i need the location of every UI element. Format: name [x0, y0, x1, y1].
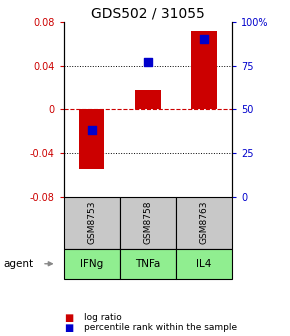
Text: ■: ■ — [64, 323, 73, 333]
Text: agent: agent — [3, 259, 33, 269]
Point — [202, 37, 206, 42]
Text: GSM8758: GSM8758 — [143, 201, 153, 244]
Text: TNFa: TNFa — [135, 259, 161, 269]
Text: IFNg: IFNg — [80, 259, 104, 269]
Text: GSM8753: GSM8753 — [87, 201, 96, 244]
Text: percentile rank within the sample: percentile rank within the sample — [84, 323, 237, 332]
Bar — [79, 109, 104, 169]
Text: IL4: IL4 — [196, 259, 212, 269]
Bar — [135, 89, 160, 109]
Text: GSM8763: GSM8763 — [200, 201, 209, 244]
Bar — [191, 31, 217, 109]
Point — [146, 59, 150, 65]
Text: ■: ■ — [64, 312, 73, 323]
Title: GDS502 / 31055: GDS502 / 31055 — [91, 7, 205, 21]
Point — [90, 127, 94, 133]
Text: log ratio: log ratio — [84, 313, 122, 322]
